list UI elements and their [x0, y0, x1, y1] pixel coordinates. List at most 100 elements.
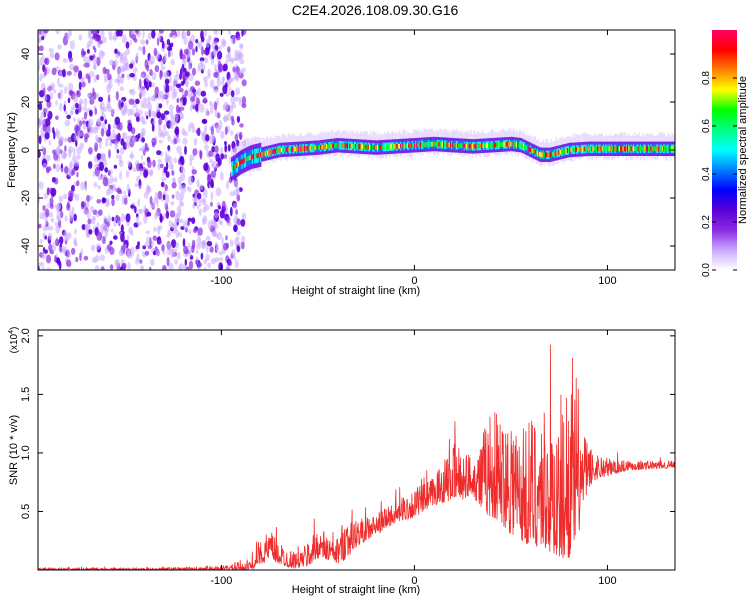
ridge-core [636, 146, 638, 152]
noise-speckle [216, 97, 220, 106]
noise-speckle [217, 158, 222, 166]
noise-speckle [236, 230, 241, 236]
noise-speckle [168, 104, 174, 111]
noise-speckle [239, 123, 244, 128]
y-tick-label: 1.0 [20, 445, 32, 460]
noise-speckle [42, 162, 48, 169]
noise-speckle [144, 241, 150, 248]
noise-speckle [107, 214, 112, 224]
noise-speckle [169, 121, 174, 130]
noise-speckle [98, 209, 103, 216]
noise-speckle [48, 225, 54, 231]
noise-speckle [98, 161, 105, 172]
noise-speckle [76, 146, 82, 155]
noise-speckle [81, 116, 85, 121]
x-tick-label: -100 [210, 275, 232, 287]
noise-speckle [111, 216, 115, 222]
ridge-core [666, 146, 668, 152]
noise-speckle [179, 191, 185, 201]
noise-speckle [204, 56, 209, 64]
noise-speckle [241, 30, 244, 37]
noise-speckle [171, 194, 175, 199]
ridge-core [555, 151, 557, 156]
noise-speckle [45, 154, 51, 162]
noise-speckle [132, 104, 137, 109]
ridge-core [377, 145, 379, 150]
noise-speckle [138, 147, 144, 152]
noise-speckle [168, 85, 173, 92]
ridge-core [253, 154, 255, 159]
ridge-core [519, 142, 521, 148]
noise-speckle [38, 135, 42, 145]
ridge-core [271, 149, 273, 155]
ridge-core [305, 146, 307, 151]
noise-speckle [219, 171, 224, 181]
ridge-core [665, 146, 667, 152]
noise-speckle [205, 134, 210, 142]
noise-speckle [218, 45, 222, 52]
ridge-core [247, 156, 249, 162]
ridge-core [243, 158, 246, 163]
ridge-core [433, 141, 436, 147]
noise-speckle [231, 249, 236, 258]
ridge-core [635, 146, 637, 152]
noise-speckle [136, 253, 140, 262]
noise-speckle [69, 192, 73, 201]
ridge-core [610, 146, 613, 152]
ridge-core [641, 146, 643, 152]
noise-speckle [163, 83, 166, 90]
noise-speckle [154, 86, 160, 96]
noise-speckle [202, 215, 208, 224]
ridge-core [407, 143, 409, 149]
noise-speckle [174, 259, 179, 265]
x-tick-label: 100 [598, 575, 616, 587]
noise-speckle [171, 239, 177, 249]
noise-speckle [201, 199, 207, 206]
noise-speckle [230, 90, 235, 98]
ridge-core [514, 142, 517, 147]
noise-speckle [227, 260, 233, 267]
noise-speckle [188, 229, 192, 234]
noise-speckle [214, 109, 218, 118]
ridge-core [316, 145, 319, 151]
noise-speckle [40, 120, 46, 126]
ridge-core [344, 143, 346, 149]
ridge-core [537, 151, 540, 157]
ridge-core [382, 144, 385, 150]
noise-speckle [218, 262, 224, 270]
noise-speckle [82, 106, 86, 111]
ridge-core [488, 143, 490, 148]
noise-speckle [187, 175, 194, 186]
noise-speckle [92, 87, 95, 97]
noise-speckle [159, 163, 164, 169]
noise-speckle [196, 236, 202, 246]
ridge-core [273, 148, 276, 154]
noise-speckle [209, 79, 215, 89]
colorbar-tick-label: 0.0 [701, 263, 712, 277]
ridge-core [667, 146, 670, 152]
ridge-core [378, 145, 380, 150]
noise-speckle [210, 178, 214, 188]
colorbar-tick-label: 0.2 [701, 215, 712, 229]
noise-speckle [69, 160, 73, 166]
noise-speckle [223, 114, 228, 123]
noise-speckle [118, 99, 122, 109]
noise-speckle [120, 224, 124, 233]
noise-speckle [114, 141, 119, 151]
ridge-core [670, 146, 672, 152]
ridge-core [437, 141, 439, 147]
ridge-core [443, 142, 445, 147]
noise-speckle [100, 30, 105, 38]
noise-speckle [59, 69, 63, 77]
noise-speckle [178, 182, 182, 191]
noise-speckle [94, 265, 100, 270]
ridge-core [550, 152, 553, 157]
noise-speckle [214, 145, 219, 153]
noise-speckle [165, 130, 169, 137]
ridge-core [374, 145, 376, 150]
ridge-core [404, 143, 407, 149]
noise-speckle [170, 58, 175, 66]
noise-speckle [83, 97, 88, 108]
noise-speckle [221, 200, 226, 210]
